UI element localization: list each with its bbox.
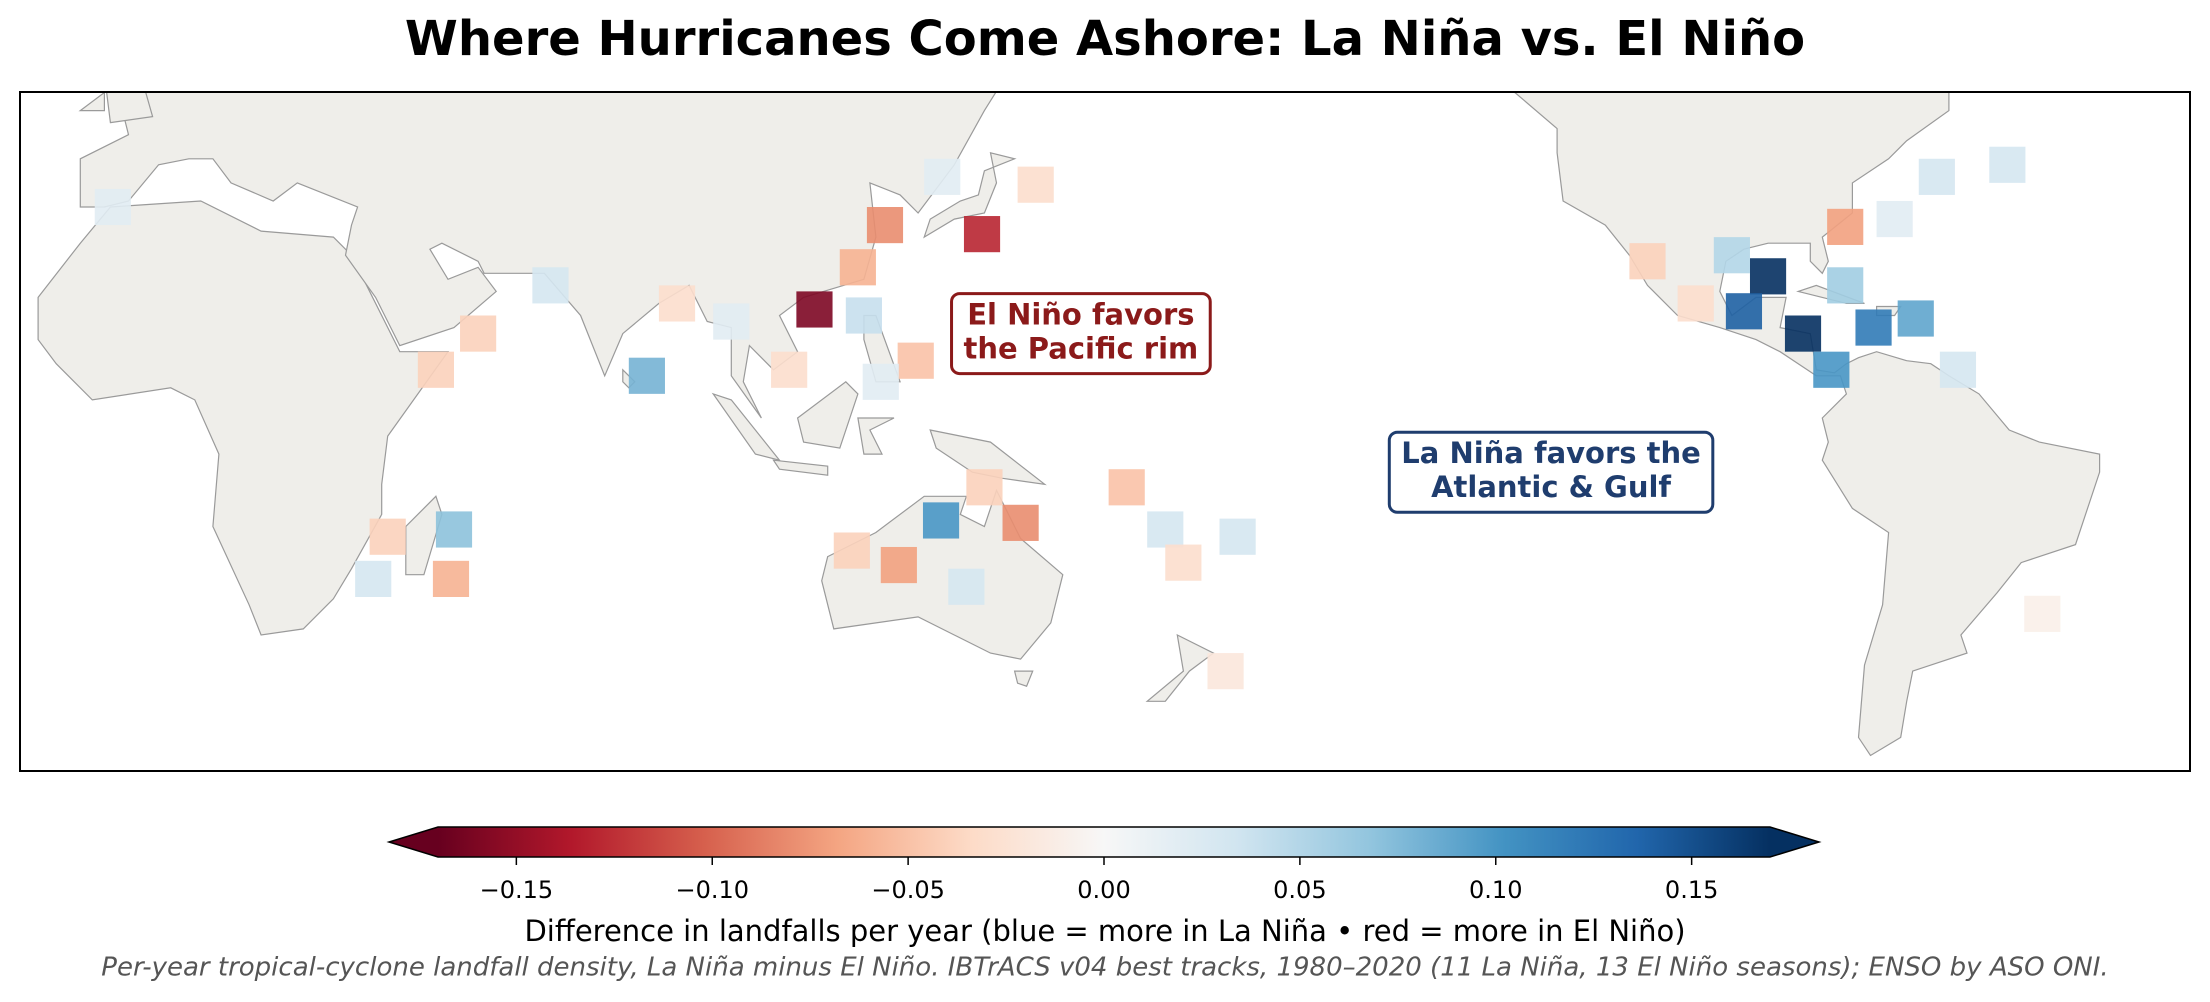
heat-cell bbox=[1897, 300, 1934, 337]
landmass bbox=[79, 92, 997, 419]
heat-cell bbox=[1002, 504, 1039, 541]
colorbar-tick-label: −0.15 bbox=[480, 876, 554, 904]
heat-cell bbox=[1749, 258, 1787, 295]
heat-cell bbox=[1939, 351, 1977, 388]
heat-cell bbox=[862, 363, 899, 400]
heat-cell bbox=[1725, 293, 1763, 330]
landmass bbox=[405, 495, 443, 576]
colorbar-outline bbox=[386, 826, 1822, 858]
heat-cell bbox=[963, 216, 1001, 253]
colorbar-gradient bbox=[438, 827, 1770, 857]
heat-cell bbox=[966, 469, 1003, 506]
heat-cell bbox=[771, 351, 808, 388]
heat-cell bbox=[1918, 158, 1955, 195]
heat-cell bbox=[1713, 237, 1750, 274]
heat-cell bbox=[1108, 469, 1145, 506]
heat-cell bbox=[839, 249, 876, 286]
landmass bbox=[857, 417, 895, 455]
landmass bbox=[1013, 670, 1034, 687]
heat-cell bbox=[1219, 518, 1256, 555]
heat-cell bbox=[1207, 653, 1244, 690]
heat-cell bbox=[897, 342, 934, 379]
annotation-text: Atlantic & Gulf bbox=[1431, 470, 1671, 504]
colorbar-tick-label: −0.05 bbox=[871, 876, 945, 904]
heat-cell bbox=[532, 267, 569, 304]
colorbar-extend-low bbox=[389, 827, 438, 857]
heat-cell bbox=[833, 532, 870, 569]
heat-cell bbox=[94, 188, 131, 226]
heat-cell bbox=[866, 207, 904, 244]
landmass bbox=[772, 459, 829, 476]
annotation-text: El Niño favors bbox=[967, 298, 1194, 332]
heat-cell bbox=[658, 285, 696, 322]
heat-cell bbox=[628, 357, 665, 394]
heat-cell bbox=[880, 546, 917, 584]
heat-cell bbox=[417, 351, 454, 388]
landmass bbox=[796, 381, 859, 449]
landmass bbox=[923, 151, 1017, 239]
colorbar-label: Difference in landfalls per year (blue =… bbox=[524, 914, 1685, 948]
heat-cell bbox=[1147, 511, 1184, 548]
annotation-box bbox=[950, 292, 1212, 376]
heat-cell bbox=[1017, 166, 1054, 203]
annotation-text: the Pacific rim bbox=[964, 332, 1199, 366]
heat-cell bbox=[796, 291, 833, 328]
heat-cell bbox=[1784, 315, 1822, 352]
heat-cell bbox=[924, 158, 961, 195]
heat-cell bbox=[432, 560, 470, 597]
colorbar-extend-high bbox=[1770, 827, 1819, 857]
map-frame bbox=[19, 91, 2191, 772]
heat-cell bbox=[2024, 595, 2061, 632]
colorbar: −0.15 −0.10 −0.05 0.00 0.05 0.10 0.15 bbox=[386, 826, 1822, 904]
heat-cell bbox=[1989, 146, 2026, 183]
heat-cell bbox=[460, 315, 497, 352]
annotation-box bbox=[1387, 430, 1715, 514]
colorbar-tick-label: 0.15 bbox=[1665, 876, 1718, 904]
colorbar-tick-label: 0.00 bbox=[1077, 876, 1130, 904]
colorbar-tick-label: 0.10 bbox=[1469, 876, 1522, 904]
heat-cells bbox=[94, 146, 2061, 690]
chart-title: Where Hurricanes Come Ashore: La Niña vs… bbox=[405, 11, 1805, 67]
landmass bbox=[78, 92, 106, 112]
heat-cell bbox=[1677, 285, 1714, 322]
heat-cell bbox=[1813, 351, 1850, 388]
heat-cell bbox=[1876, 200, 1913, 238]
heat-cell bbox=[1827, 208, 1864, 245]
heat-cell bbox=[1629, 243, 1666, 280]
heat-cell bbox=[922, 502, 960, 539]
landmass bbox=[821, 488, 1064, 660]
footnote: Per-year tropical-cyclone landfall densi… bbox=[101, 953, 2108, 983]
heat-cell bbox=[948, 568, 985, 605]
heat-cell bbox=[369, 518, 406, 555]
heat-cell bbox=[1855, 309, 1892, 346]
heat-cell bbox=[355, 560, 392, 597]
heat-cell bbox=[1165, 544, 1202, 581]
colorbar-tick-label: −0.10 bbox=[675, 876, 749, 904]
landmass bbox=[37, 200, 450, 636]
landmass bbox=[105, 92, 154, 124]
colorbar-tick-label: 0.05 bbox=[1273, 876, 1326, 904]
heat-cell bbox=[435, 511, 473, 548]
heat-cell bbox=[845, 297, 882, 334]
heat-cell bbox=[713, 303, 750, 340]
annotation-text: La Niña favors the bbox=[1401, 436, 1701, 470]
landmass bbox=[711, 392, 782, 462]
heat-cell bbox=[1827, 267, 1864, 304]
